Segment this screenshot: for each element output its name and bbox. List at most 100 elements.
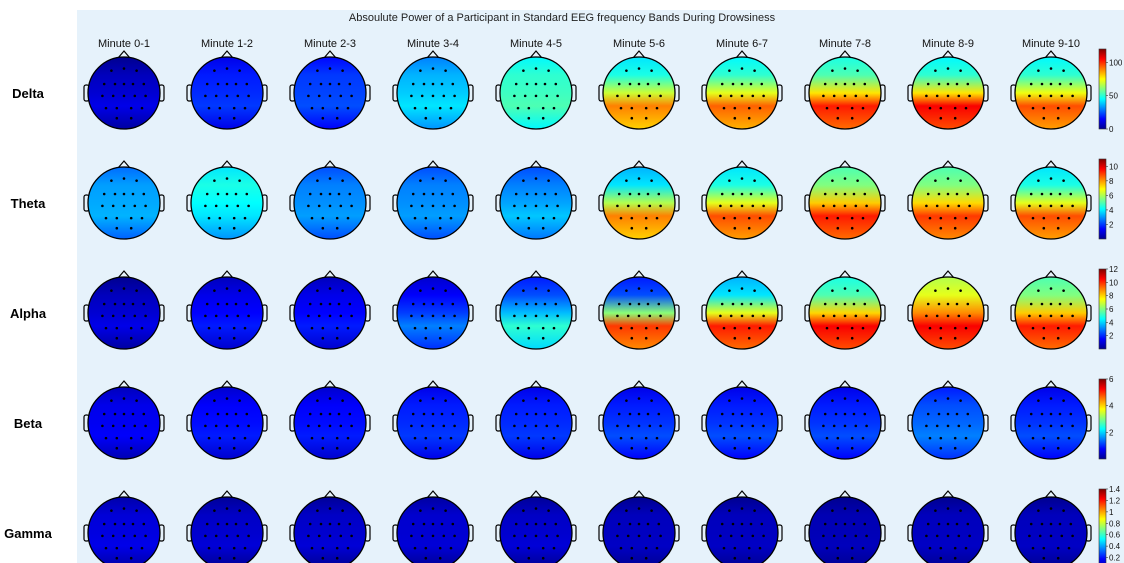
electrode-dot bbox=[335, 556, 339, 560]
electrode-dot bbox=[552, 436, 556, 440]
nose-outline bbox=[220, 50, 234, 59]
electrode-dot bbox=[144, 94, 147, 98]
electrode-dot bbox=[422, 302, 426, 306]
electrode-dot bbox=[854, 204, 858, 208]
electrode-dot bbox=[534, 534, 538, 538]
electrode-dot bbox=[101, 314, 104, 318]
electrode-dot bbox=[1049, 82, 1053, 86]
electrode-dot bbox=[440, 82, 444, 86]
electrode-dot bbox=[422, 412, 426, 416]
nose-outline bbox=[735, 270, 749, 279]
electrode-dot bbox=[843, 177, 847, 180]
electrode-dot bbox=[348, 412, 352, 416]
electrode-dot bbox=[731, 302, 735, 306]
electrode-dot bbox=[541, 336, 545, 340]
electrode-dot bbox=[630, 546, 634, 550]
electrode-dot bbox=[410, 424, 413, 428]
scalp-map-head bbox=[190, 56, 264, 130]
electrode-dot bbox=[214, 94, 218, 98]
electrode-dot bbox=[247, 94, 250, 98]
electrode-dot bbox=[328, 397, 332, 400]
electrode-dot bbox=[659, 204, 662, 208]
electrode-dot bbox=[836, 546, 840, 550]
electrode-dot bbox=[953, 336, 957, 340]
electrode-dot bbox=[946, 67, 950, 70]
electrode-dot bbox=[854, 94, 858, 98]
electrode-dot bbox=[646, 82, 650, 86]
electrode-dot bbox=[527, 336, 531, 340]
electrode-dot bbox=[424, 216, 428, 220]
electrode-dot bbox=[1031, 436, 1035, 440]
electrode-dot bbox=[554, 302, 558, 306]
scalp-map bbox=[907, 270, 989, 350]
electrode-dot bbox=[451, 412, 455, 416]
electrode-dot bbox=[213, 399, 216, 402]
electrode-dot bbox=[341, 509, 344, 512]
electrode-dot bbox=[747, 546, 751, 550]
electrode-dot bbox=[525, 302, 529, 306]
electrode-dot bbox=[225, 302, 229, 306]
column-label: Minute 3-4 bbox=[407, 38, 459, 50]
electrode-dot bbox=[644, 546, 648, 550]
electrode-dot bbox=[854, 314, 858, 318]
electrode-dot bbox=[626, 424, 630, 428]
electrode-dot bbox=[101, 424, 104, 428]
electrode-dot bbox=[747, 106, 751, 110]
electrode-dot bbox=[865, 534, 868, 538]
electrode-dot bbox=[644, 336, 648, 340]
electrode-dot bbox=[213, 179, 216, 182]
electrode-dot bbox=[115, 556, 119, 560]
electrode-dot bbox=[422, 522, 426, 526]
electrode-dot bbox=[946, 287, 950, 290]
electrode-dot bbox=[959, 509, 962, 512]
colorbar-tick-label: 6 bbox=[1109, 191, 1114, 200]
electrode-dot bbox=[102, 412, 106, 416]
electrode-dot bbox=[856, 509, 859, 512]
scalp-map bbox=[495, 490, 577, 563]
electrode-dot bbox=[1058, 192, 1062, 196]
electrode-dot bbox=[1029, 82, 1033, 86]
electrode-dot bbox=[321, 546, 325, 550]
electrode-dot bbox=[424, 106, 428, 110]
scalp-map bbox=[83, 50, 165, 130]
nose-outline bbox=[220, 380, 234, 389]
electrode-dot bbox=[823, 302, 827, 306]
electrode-dot bbox=[626, 314, 630, 318]
scalp-map-head bbox=[293, 276, 367, 350]
electrode-dot bbox=[453, 424, 456, 428]
electrode-dot bbox=[836, 336, 840, 340]
electrode-dot bbox=[133, 424, 137, 428]
electrode-dot bbox=[225, 67, 229, 70]
electrode-dot bbox=[758, 326, 762, 330]
electrode-dot bbox=[431, 507, 435, 510]
electrode-dot bbox=[337, 192, 341, 196]
scalp-map bbox=[392, 270, 474, 350]
electrode-dot bbox=[637, 424, 641, 428]
electrode-dot bbox=[655, 436, 659, 440]
electrode-dot bbox=[719, 534, 722, 538]
electrode-dot bbox=[720, 192, 724, 196]
electrode-dot bbox=[957, 534, 961, 538]
electrode-dot bbox=[856, 399, 859, 402]
electrode-dot bbox=[205, 412, 209, 416]
electrode-dot bbox=[1049, 522, 1053, 526]
electrode-dot bbox=[1028, 204, 1031, 208]
electrode-dot bbox=[850, 556, 854, 560]
electrode-dot bbox=[213, 69, 216, 72]
electrode-dot bbox=[552, 546, 556, 550]
electrode-dot bbox=[1071, 424, 1074, 428]
electrode-dot bbox=[1067, 326, 1071, 330]
electrode-dot bbox=[626, 204, 630, 208]
electrode-dot bbox=[234, 192, 238, 196]
electrode-dot bbox=[747, 336, 751, 340]
electrode-dot bbox=[451, 522, 455, 526]
scalp-map-head bbox=[705, 386, 779, 460]
electrode-dot bbox=[657, 522, 661, 526]
electrode-dot bbox=[328, 67, 332, 70]
electrode-dot bbox=[740, 507, 744, 510]
electrode-dot bbox=[1028, 424, 1031, 428]
electrode-dot bbox=[216, 302, 220, 306]
electrode-dot bbox=[740, 94, 744, 98]
electrode-dot bbox=[328, 534, 332, 538]
electrode-dot bbox=[1071, 534, 1074, 538]
